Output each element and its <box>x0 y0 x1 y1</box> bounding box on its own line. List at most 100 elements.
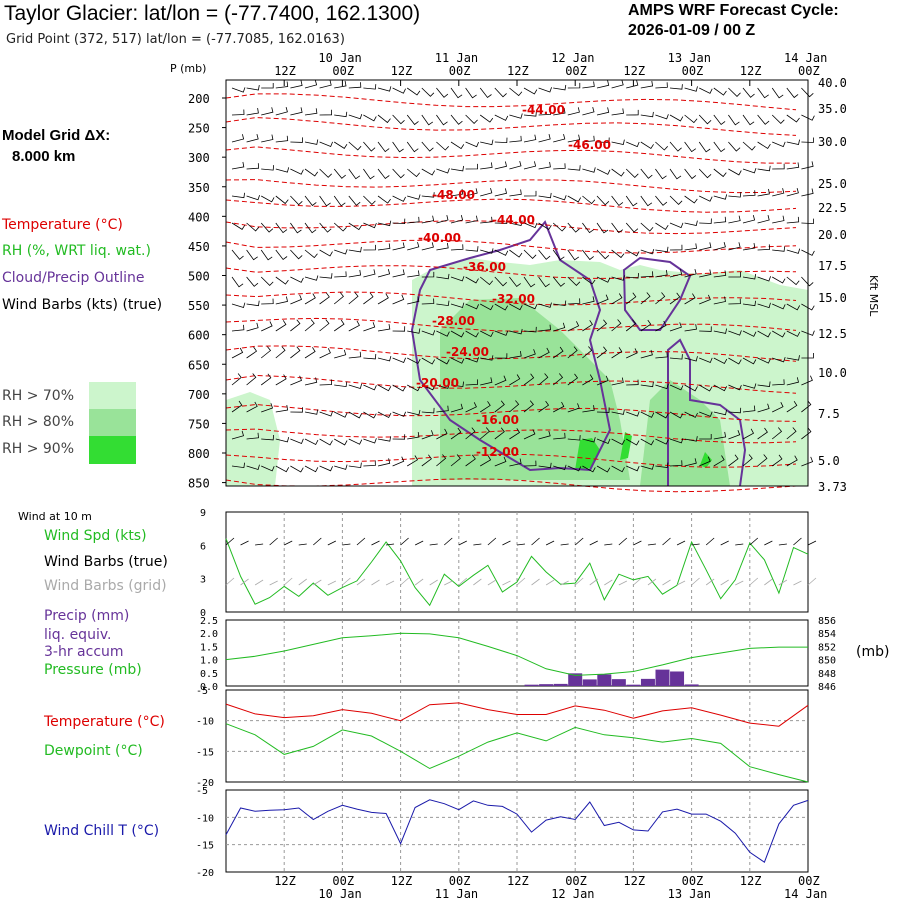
wind-barb <box>713 114 726 126</box>
wind-barb <box>772 303 786 310</box>
wind-barb <box>450 357 465 364</box>
wind-barb <box>757 87 769 99</box>
time-tick-label-bottom: 12Z <box>740 874 762 888</box>
wind-barb <box>363 244 376 251</box>
wind-barb <box>552 373 564 386</box>
kft-tick-label: 15.0 <box>818 291 847 305</box>
wind-barb <box>742 383 757 389</box>
wind-barb <box>640 248 655 255</box>
grid-wind-barb <box>473 578 482 586</box>
wind-barb <box>757 403 770 413</box>
grid-wind-barb <box>705 578 715 586</box>
wind-barb <box>465 87 477 99</box>
wind-barb <box>334 271 347 278</box>
wind-barb <box>786 276 800 286</box>
wind-barb <box>363 269 376 278</box>
wind-barb <box>509 374 521 386</box>
wind-barb <box>699 357 713 364</box>
wind-barb <box>465 303 479 310</box>
wind-barb <box>567 321 580 332</box>
wind-barb <box>757 454 768 467</box>
wind-barb <box>728 242 741 251</box>
wind-barb <box>275 81 289 89</box>
wind-barb <box>523 373 535 386</box>
wind-barb <box>377 220 392 227</box>
wind-barb <box>494 276 507 287</box>
wind-barb <box>611 347 623 359</box>
wind-barb <box>261 107 274 116</box>
wind-barb <box>552 276 565 287</box>
wind-barb <box>772 379 785 386</box>
wind-barb <box>392 141 404 153</box>
wind-barb <box>231 276 244 288</box>
precip-tick-label: 1.5 <box>200 642 218 653</box>
wind-barb <box>275 436 290 443</box>
wind-barb <box>377 411 392 419</box>
time-tick-label-bottom: 00Z <box>682 874 704 888</box>
grid-wind-barb <box>574 577 584 586</box>
wind-barb <box>465 114 478 124</box>
wind-barb <box>742 454 753 467</box>
wind-barb <box>640 464 655 470</box>
isotherm-label: -44.00 <box>492 213 535 227</box>
wind-barb <box>786 248 801 254</box>
grid-wind-barb <box>662 579 671 586</box>
surface-wind-barb <box>705 537 715 546</box>
wind-barb <box>246 322 259 332</box>
isotherm-line <box>225 291 797 306</box>
wind-barb <box>567 465 582 472</box>
wind-barb <box>523 349 536 359</box>
wind-barb <box>772 215 785 224</box>
wind-barb <box>406 141 419 153</box>
wind-barb <box>509 400 520 413</box>
isotherm-line <box>225 478 797 493</box>
wind-barb <box>509 113 523 119</box>
wind-barb <box>538 249 551 260</box>
time-tick-label-top: 12Z <box>623 64 645 78</box>
wind-barb <box>348 222 362 231</box>
grid-wind-barb <box>633 577 642 586</box>
wind-barb <box>596 107 610 116</box>
wind-barb <box>538 276 550 288</box>
wind-barb <box>436 87 449 98</box>
wind-barb <box>509 458 522 467</box>
wind-barb <box>392 114 405 125</box>
wind-barb <box>290 465 304 473</box>
wind-barb <box>801 303 815 311</box>
wind-barb <box>509 351 522 359</box>
wind-barb <box>494 188 507 197</box>
wind-barb <box>261 165 274 171</box>
rh90-swatch <box>89 436 136 464</box>
wind-barb <box>333 195 346 207</box>
grid-wind-barb <box>560 580 569 586</box>
wind-barb <box>625 319 637 332</box>
isotherm-line <box>225 345 797 362</box>
wind-barb <box>334 249 348 255</box>
wind-barb <box>655 82 668 89</box>
surface-wind-barb <box>356 537 366 546</box>
wind-barb <box>640 222 654 232</box>
wind-barb <box>319 319 330 332</box>
wind-barb <box>363 460 376 467</box>
wind-barb <box>728 298 741 305</box>
wind-barb <box>669 384 684 391</box>
wind-barb <box>552 346 564 359</box>
wind-barb <box>538 109 552 116</box>
isotherm-label: -46.00 <box>568 138 611 152</box>
wind-barb <box>640 381 654 388</box>
wind-barb <box>553 432 566 440</box>
chill-tick-label: -10 <box>196 813 214 824</box>
wind-barb <box>523 276 536 288</box>
time-tick-label-bottom: 00Z <box>565 874 587 888</box>
wind-barb <box>363 222 377 229</box>
wind-barb <box>421 357 436 365</box>
wind-barb <box>757 114 770 125</box>
wind-barb <box>465 141 479 148</box>
wind-barb <box>713 431 727 440</box>
wind-barb <box>523 400 534 413</box>
wind-barb <box>319 273 333 279</box>
wind-barb <box>275 167 290 173</box>
temperature-panel: -5 -10 -15 -20 <box>196 686 809 789</box>
chart-title: Taylor Glacier: lat/lon = (-77.7400, 162… <box>4 2 421 25</box>
wind-barb <box>304 377 318 386</box>
